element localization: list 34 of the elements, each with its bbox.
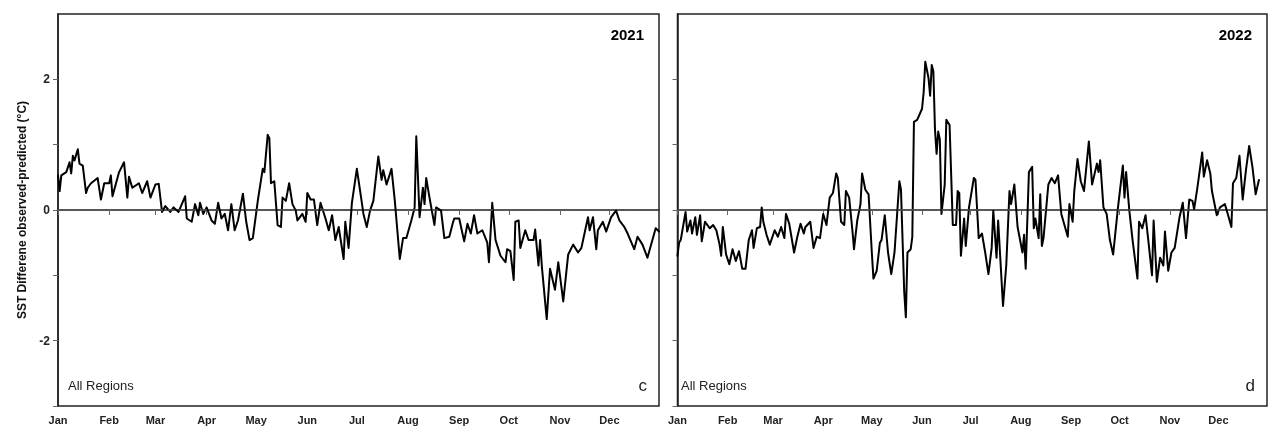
- y-tick-label: 0: [43, 203, 51, 217]
- x-tick-label: Nov: [549, 413, 572, 426]
- text: 2021: [610, 26, 645, 43]
- x-tick-label: Oct: [499, 413, 519, 426]
- y-axis-title: SST Differene observed-predicted (°C): [15, 100, 30, 320]
- x-tick-label: Jul: [348, 413, 365, 426]
- annotation: c: [638, 376, 648, 395]
- annotation: All Regions: [681, 378, 748, 393]
- x-tick-label: Jan: [48, 413, 68, 426]
- y-tick-label: -2: [39, 333, 51, 348]
- x-tick-label: Feb: [717, 413, 738, 426]
- x-tick-label: Nov: [1159, 413, 1182, 426]
- x-tick-label: Jan: [667, 413, 688, 426]
- text: 2022: [1218, 26, 1253, 43]
- x-tick-label: Sep: [1060, 413, 1082, 426]
- x-tick-label: Feb: [99, 413, 120, 426]
- x-tick-label: Apr: [197, 413, 217, 426]
- x-tick-label: Oct: [1110, 413, 1130, 426]
- x-tick-label: Sep: [449, 413, 470, 426]
- x-tick-label: Aug: [397, 413, 419, 426]
- y-tick-label: 2: [43, 72, 51, 87]
- x-tick-label: May: [245, 413, 268, 426]
- x-tick-label: Aug: [1010, 413, 1032, 426]
- x-tick-label: Dec: [599, 413, 620, 426]
- x-tick-label: Jun: [912, 413, 933, 426]
- x-tick-label: Jul: [962, 413, 979, 426]
- x-tick-label: Mar: [763, 413, 784, 426]
- annotation: d: [1245, 376, 1256, 395]
- x-tick-label: Jun: [297, 413, 318, 426]
- x-tick-label: Mar: [145, 413, 166, 426]
- annotation: All Regions: [68, 378, 135, 393]
- x-tick-label: Apr: [813, 413, 834, 426]
- x-tick-label: May: [861, 413, 884, 426]
- x-tick-label: Dec: [1208, 413, 1229, 426]
